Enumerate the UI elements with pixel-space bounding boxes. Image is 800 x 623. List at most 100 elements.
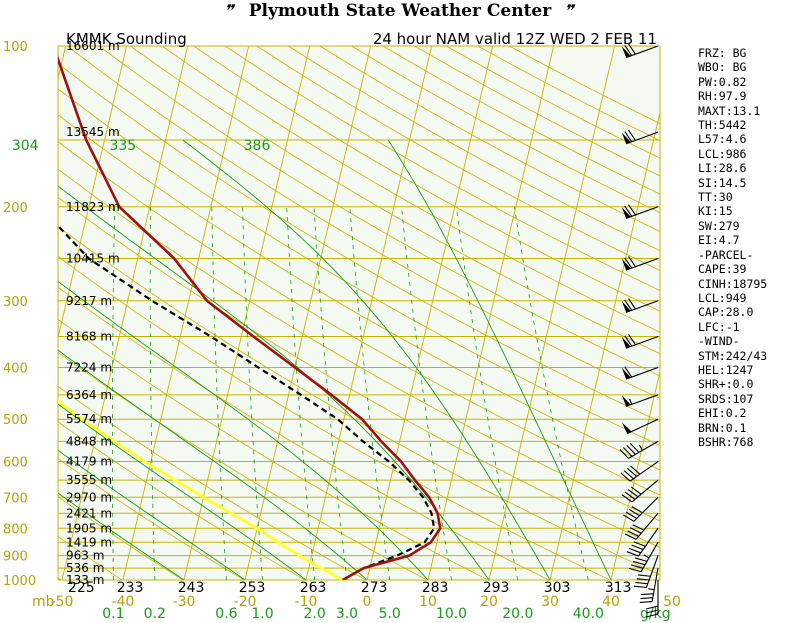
pressure-tick-label: 100 — [3, 40, 28, 55]
wind-barb — [621, 334, 659, 349]
isotherm-line — [244, 46, 372, 580]
isotherm-line — [305, 46, 433, 580]
mixing-ratio-line — [112, 206, 116, 580]
isotherm-line — [610, 369, 660, 580]
moist-adiabat-line — [387, 139, 612, 580]
temperature-tick-label: -50 — [51, 594, 74, 610]
index-line: FRZ: BG — [698, 46, 747, 60]
mixing-ratio-line — [211, 206, 227, 580]
temperature-tick-label: 20 — [480, 594, 498, 610]
wind-barb — [626, 527, 659, 557]
height-label: 2970 m — [66, 490, 112, 504]
dry-adiabat-line — [58, 255, 611, 580]
dry-adiabat-line — [58, 62, 660, 423]
mixing-ratio-line — [401, 206, 452, 580]
mixing-ratio-label: 0.2 — [144, 606, 166, 622]
index-line: SW:279 — [698, 218, 740, 233]
dry-adiabat-line — [58, 114, 660, 471]
pressure-tick-label: 300 — [3, 295, 28, 310]
isotherm-line — [122, 46, 250, 580]
dry-adiabat-line — [130, 46, 660, 355]
index-line: PW:0.82 — [698, 74, 747, 89]
height-label: 8168 m — [66, 330, 112, 344]
dry-adiabat-line — [58, 385, 367, 580]
banner-title: Plymouth State Weather Center — [248, 1, 552, 21]
dry-adiabat-label: 233 — [117, 580, 144, 596]
temperature-tick-label: -20 — [234, 594, 257, 610]
height-label: 3555 m — [66, 473, 112, 487]
wind-barb — [621, 479, 659, 503]
height-label: 2421 m — [66, 506, 112, 520]
pressure-tick-label: 400 — [3, 362, 28, 377]
dry-adiabat-label: 293 — [483, 580, 510, 596]
height-label: 13545 m — [66, 125, 120, 139]
mixing-ratio-line — [149, 206, 156, 580]
wind-barb — [623, 496, 659, 522]
moist-adiabat-label: 386 — [244, 138, 271, 154]
mixing-ratio-label: 2.0 — [304, 606, 326, 622]
moist-adiabat-line — [58, 185, 490, 580]
moist-adiabat-line — [58, 280, 429, 580]
wind-barb — [624, 512, 659, 540]
index-line: LCL:986 — [698, 146, 747, 161]
isotherm-line — [488, 46, 616, 580]
dry-adiabat-label: 253 — [239, 580, 266, 596]
stability-indices-panel: FRZ: BG WBO: BG PW:0.82 RH:97.9 MAXT:13.1 TH:… — [698, 46, 798, 449]
dry-adiabat-line — [224, 46, 660, 292]
wind-barb — [621, 204, 659, 219]
temperature-tick-label: -10 — [295, 594, 318, 610]
moist-adiabat-label: 335 — [109, 138, 136, 154]
mixing-ratio-label: 20.0 — [502, 606, 533, 622]
wind-barb — [621, 43, 659, 59]
height-label: 16601 m — [66, 39, 120, 53]
index-line: LCL:949 — [698, 290, 747, 305]
dry-adiabat-label: 303 — [544, 580, 571, 596]
index-line: EHI:0.2 — [698, 406, 747, 421]
dry-adiabat-label: 313 — [605, 580, 632, 596]
index-line: -WIND- — [698, 334, 740, 349]
height-label: 7224 m — [66, 361, 112, 375]
index-line: STM:242/43 — [698, 348, 768, 363]
dry-adiabat-line — [58, 225, 660, 576]
dry-adiabat-label: 263 — [300, 580, 327, 596]
height-label: 10415 m — [66, 251, 120, 265]
mixing-ratio-label: 40.0 — [573, 606, 604, 622]
dry-adiabat-line — [58, 458, 245, 580]
height-label: 963 m — [66, 549, 104, 563]
index-line: L57:4.6 — [698, 132, 747, 147]
header-banner: ❞ Plymouth State Weather Center ❞ — [0, 0, 800, 22]
plot-background — [57, 45, 661, 581]
temperature-tick-label: 40 — [602, 594, 620, 610]
height-label: 11823 m — [66, 200, 120, 214]
temperature-tick-label: 50 — [663, 594, 681, 610]
dry-adiabat-line — [67, 46, 660, 399]
isotherm-line — [61, 46, 189, 580]
pressure-tick-label: 900 — [3, 550, 28, 565]
index-line: CINH:18795 — [698, 276, 768, 291]
height-label: 4848 m — [66, 434, 112, 448]
height-label: 536 m — [66, 561, 104, 575]
isotherm-line — [183, 46, 311, 580]
height-label: 1905 m — [66, 521, 112, 535]
temperature-trace — [58, 55, 442, 580]
chart-subtitle: 24 hour NAM valid 12Z WED 2 FEB 11 — [373, 30, 657, 48]
temperature-tick-label: 10 — [419, 594, 437, 610]
dry-adiabat-line — [98, 46, 660, 377]
dry-adiabat-line — [58, 421, 306, 580]
index-line: -PARCEL- — [698, 247, 754, 262]
temperature-tick-label: -40 — [112, 594, 135, 610]
wind-barb — [639, 568, 659, 604]
moist-adiabat-label: 304 — [12, 138, 39, 154]
wind-barb — [619, 440, 659, 459]
index-line: SRDS:107 — [698, 391, 754, 406]
mixing-ratio-line — [313, 206, 348, 580]
mixing-ratio-label: 0.1 — [102, 606, 124, 622]
dry-adiabat-line — [58, 351, 428, 580]
index-line: HEL:1247 — [698, 362, 754, 377]
dry-adiabat-line — [58, 496, 184, 580]
height-label: 9217 m — [66, 294, 112, 308]
wind-barb — [645, 580, 659, 618]
wind-barb — [621, 366, 659, 380]
dry-adiabat-label: 225 — [68, 580, 95, 596]
